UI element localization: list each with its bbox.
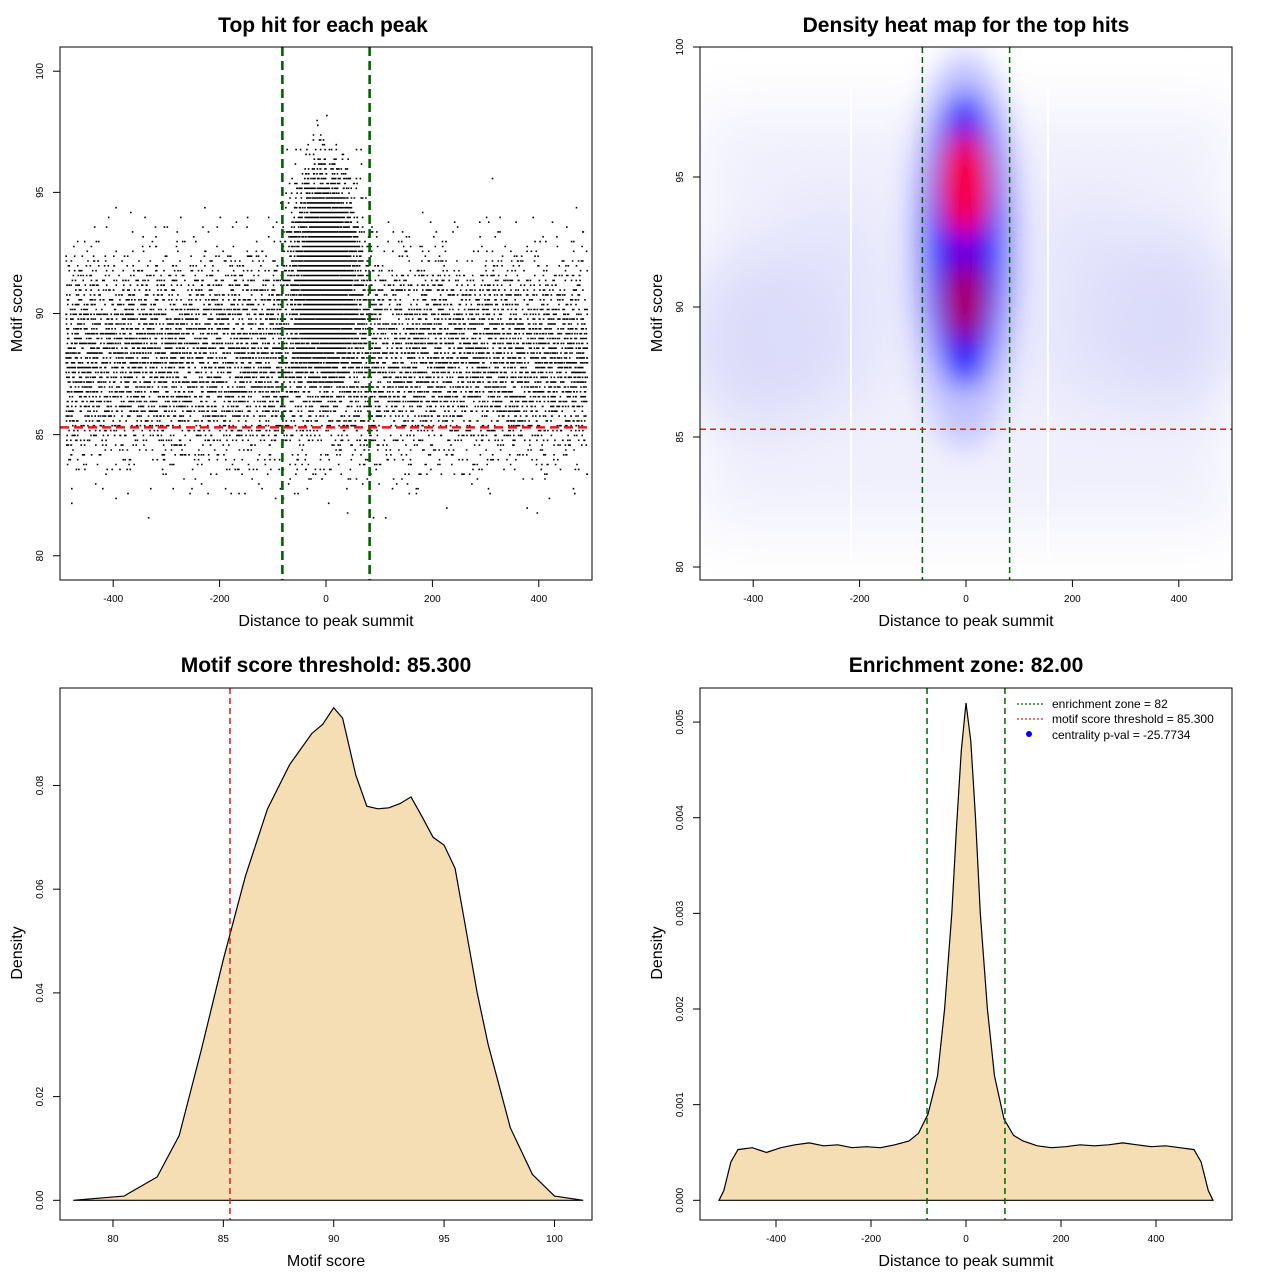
legend-marker-pval [1026,731,1032,737]
x-tick-label: -200 [861,1234,881,1245]
x-tick-label: 85 [218,1234,230,1245]
legend-entry: enrichment zone = 82 [1052,697,1168,711]
legend-entry: centrality p-val = -25.7734 [1052,728,1191,742]
x-tick-label: -400 [766,1234,786,1245]
x-tick-label: 400 [1170,594,1187,605]
x-tick-label: 400 [1148,1234,1165,1245]
y-tick-label: 0.00 [35,1190,46,1210]
x-tick-label: 200 [424,594,441,605]
y-tick-label: 85 [35,429,46,441]
legend-entry: motif score threshold = 85.300 [1052,712,1214,726]
x-axis-label: Distance to peak summit [238,613,414,630]
reference-lines [700,47,1232,580]
heatmap-hotspot-high [941,130,989,240]
x-tick-label: 400 [530,594,547,605]
y-tick-label: 95 [35,186,46,198]
x-tick-label: 95 [439,1234,451,1245]
y-tick-label: 100 [675,38,686,55]
x-tick-label: 80 [107,1234,119,1245]
chart-title: Enrichment zone: 82.00 [849,654,1084,677]
panel-scatter: Top hit for each peak -400 -200 0 200 400 80… [9,14,593,630]
y-tick-label: 95 [675,171,686,183]
x-axis: -400 -200 0 200 400 [766,1219,1165,1245]
x-tick-label: 0 [963,594,969,605]
y-tick-label: 90 [35,308,46,320]
panel-score-density: Motif score threshold: 85.300 80 85 90 95 10… [9,654,593,1270]
legend: enrichment zone = 82 motif score thresho… [1017,697,1214,742]
y-tick-label: 0.02 [35,1086,46,1106]
y-tick-label: 80 [675,561,686,573]
x-tick-label: 0 [963,1234,969,1245]
reference-lines [60,47,592,580]
panel-distance-density: Enrichment zone: 82.00 -400 -200 0 200 400 0… [649,654,1233,1270]
heatmap-central-density [907,50,1023,450]
x-axis-label: Distance to peak summit [878,613,1054,630]
y-tick-label: 100 [35,62,46,79]
x-tick-label: -400 [743,594,763,605]
x-axis: 80 85 90 95 100 [107,1219,563,1245]
x-axis: -400 -200 0 200 400 [743,579,1188,605]
y-tick-label: 0.003 [675,900,686,925]
x-tick-label: 200 [1053,1234,1070,1245]
y-axis: 0.00 0.02 0.04 0.06 0.08 [35,775,61,1210]
y-tick-label: 0.04 [35,983,46,1003]
x-tick-label: -200 [850,594,870,605]
x-axis: -400 -200 0 200 400 [103,579,548,605]
y-tick-label: 0.000 [675,1187,686,1212]
y-tick-label: 80 [35,550,46,562]
scatter-points [65,114,589,519]
x-tick-label: 200 [1064,594,1081,605]
y-tick-label: 0.005 [675,709,686,734]
chart-title: Top hit for each peak [218,14,428,37]
x-tick-label: 0 [323,594,329,605]
y-axis: 0.000 0.001 0.002 0.003 0.004 0.005 [675,709,701,1213]
reference-lines [926,688,1006,1220]
y-axis: 80 85 90 95 100 [35,62,61,562]
y-axis-label: Motif score [9,274,26,352]
x-axis-label: Distance to peak summit [878,1253,1054,1270]
y-axis: 80 85 90 95 100 [675,38,701,573]
density-area [73,706,584,1201]
y-axis-label: Density [649,926,666,979]
heatmap-area [700,47,1232,580]
chart-title: Motif score threshold: 85.300 [181,654,472,677]
y-axis-label: Motif score [649,274,666,352]
x-tick-label: 90 [328,1234,340,1245]
panel-heatmap: Density heat map for the top hits -400 -2… [649,14,1233,630]
y-tick-label: 0.08 [35,775,46,795]
y-tick-label: 0.002 [675,996,686,1021]
x-tick-label: 100 [546,1234,563,1245]
scatter-point-cloud [65,114,589,519]
heatmap-hotspot-medium [945,258,985,342]
chart-title: Density heat map for the top hits [803,14,1130,37]
heatmap-background-density [700,110,1232,530]
x-tick-label: -200 [210,594,230,605]
y-tick-label: 90 [675,301,686,313]
y-axis-label: Density [9,926,26,979]
y-tick-label: 85 [675,431,686,443]
x-axis-label: Motif score [287,1253,365,1270]
y-tick-label: 0.004 [675,805,686,830]
x-tick-label: -400 [103,594,123,605]
y-tick-label: 0.06 [35,879,46,899]
y-tick-label: 0.001 [675,1092,686,1117]
density-area [718,702,1214,1201]
